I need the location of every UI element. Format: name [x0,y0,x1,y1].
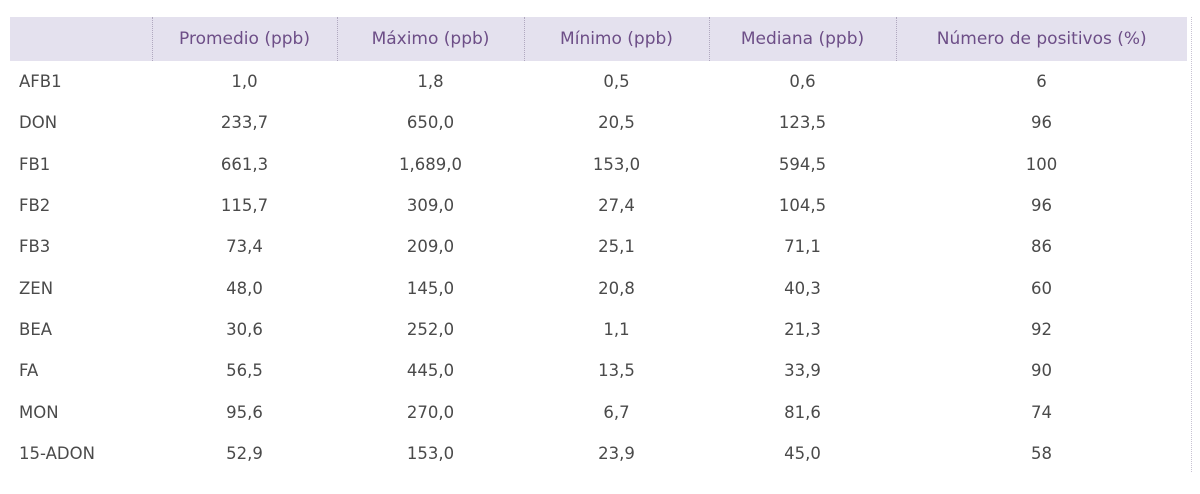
cell-maximum: 650,0 [406,113,455,133]
cell-maximum: 445,0 [406,361,455,381]
cell-maximum: 1,689,0 [399,154,462,174]
header-cell-positives: Número de positivos (%) [895,17,1187,61]
table-row: FB3 73,4 209,0 25,1 71,1 86 [10,226,1187,267]
table-right-divider [1191,17,1192,472]
cell-positives: 90 [1031,361,1052,381]
cell-minimum: 0,5 [603,72,630,92]
cell-median: 123,5 [778,113,827,133]
row-label: FB3 [19,237,51,257]
table-row: FB2 115,7 309,0 27,4 104,5 96 [10,185,1187,226]
cell-median: 71,1 [784,237,821,257]
table-row: DON 233,7 650,0 20,5 123,5 96 [10,102,1187,143]
cell-minimum: 1,1 [603,319,630,339]
cell-positives: 92 [1031,319,1052,339]
cell-median: 33,9 [784,361,821,381]
header-cell-median: Mediana (ppb) [708,17,896,61]
cell-maximum: 1,8 [417,72,444,92]
table-row: ZEN 48,0 145,0 20,8 40,3 60 [10,267,1187,308]
cell-median: 45,0 [709,432,896,475]
table-row: FA 56,5 445,0 13,5 33,9 90 [10,350,1187,391]
cell-minimum: 20,8 [598,278,635,298]
row-label: AFB1 [19,72,62,92]
cell-maximum: 209,0 [406,237,455,257]
cell-positives: 6 [1036,72,1047,92]
header-cell-average: Promedio (ppb) [151,17,337,61]
row-label: DON [19,113,58,133]
cell-minimum: 20,5 [598,113,635,133]
cell-average: 52,9 [152,432,337,475]
cell-median: 104,5 [778,196,827,216]
cell-positives: 96 [1031,113,1052,133]
cell-minimum: 25,1 [598,237,635,257]
cell-minimum: 23,9 [524,432,709,475]
cell-maximum: 309,0 [406,196,455,216]
cell-positives: 96 [1031,196,1052,216]
table-row: BEA 30,6 252,0 1,1 21,3 92 [10,309,1187,350]
cell-maximum: 270,0 [406,402,455,422]
mycotoxin-table: Promedio (ppb) Máximo (ppb) Mínimo (ppb)… [10,17,1187,475]
row-label: FB2 [19,196,51,216]
cell-positives: 60 [1031,278,1052,298]
header-cell-minimum: Mínimo (ppb) [523,17,709,61]
cell-positives: 86 [1031,237,1052,257]
cell-median: 594,5 [778,154,827,174]
mycotoxin-table-container: Promedio (ppb) Máximo (ppb) Mínimo (ppb)… [10,17,1187,475]
cell-average: 1,0 [231,72,258,92]
cell-median: 81,6 [784,402,821,422]
cell-positives: 100 [1025,154,1058,174]
cell-median: 21,3 [784,319,821,339]
cell-minimum: 13,5 [598,361,635,381]
cell-average: 48,0 [226,278,263,298]
cell-average: 233,7 [220,113,269,133]
header-cell-mycotoxin [10,17,152,61]
header-cell-maximum: Máximo (ppb) [336,17,524,61]
row-label: 15-ADON [10,432,152,475]
cell-average: 73,4 [226,237,263,257]
row-label: MON [19,402,59,422]
row-label: ZEN [19,278,54,298]
table-header-row: Promedio (ppb) Máximo (ppb) Mínimo (ppb)… [10,17,1187,61]
cell-average: 115,7 [220,196,269,216]
table-row: FB1 661,3 1,689,0 153,0 594,5 100 [10,144,1187,185]
cell-positives: 74 [1031,402,1052,422]
cell-average: 95,6 [226,402,263,422]
cell-minimum: 27,4 [598,196,635,216]
cell-positives: 58 [896,432,1187,475]
cell-median: 40,3 [784,278,821,298]
row-label: BEA [19,319,53,339]
row-label: FB1 [19,154,51,174]
row-label: FA [19,361,39,381]
cell-minimum: 6,7 [603,402,630,422]
cell-minimum: 153,0 [592,154,641,174]
table-row: AFB1 1,0 1,8 0,5 0,6 6 [10,61,1187,102]
cell-median: 0,6 [789,72,816,92]
cell-maximum: 153,0 [337,432,524,475]
cell-average: 661,3 [220,154,269,174]
cell-maximum: 252,0 [406,319,455,339]
table-row: MON 95,6 270,0 6,7 81,6 74 [10,391,1187,432]
cell-average: 56,5 [226,361,263,381]
table-row: 15-ADON 52,9 153,0 23,9 45,0 58 [10,432,1187,475]
cell-average: 30,6 [226,319,263,339]
cell-maximum: 145,0 [406,278,455,298]
